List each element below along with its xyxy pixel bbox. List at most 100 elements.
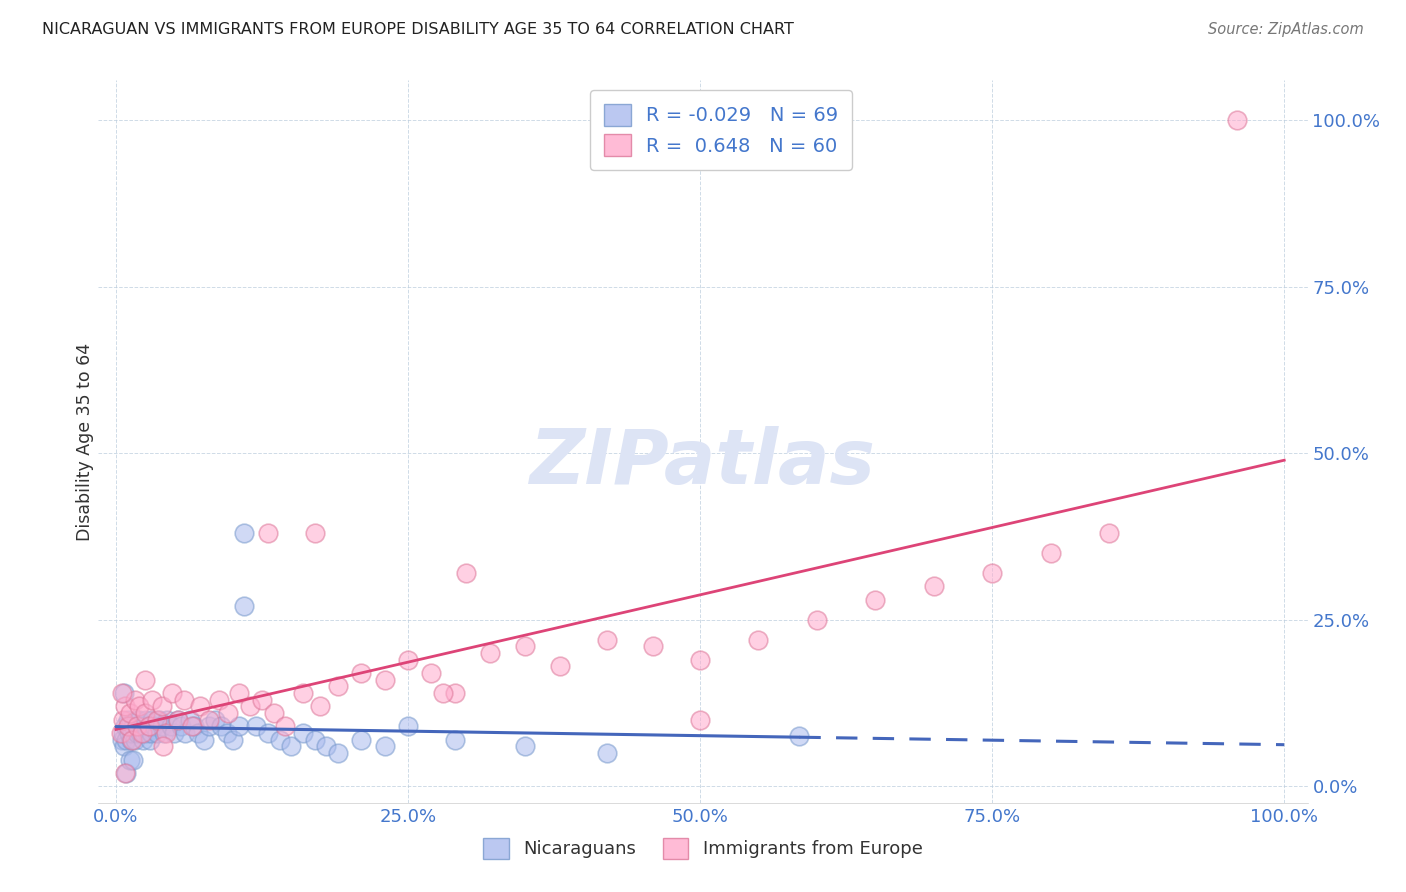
- Point: [981, 566, 1004, 580]
- Point: [128, 699, 150, 714]
- Point: [170, 719, 193, 733]
- Y-axis label: Disability Age 35 to 64: Disability Age 35 to 64: [76, 343, 94, 541]
- Point: [150, 719, 173, 733]
- Point: [111, 686, 134, 700]
- Legend: Nicaraguans, Immigrants from Europe: Nicaraguans, Immigrants from Europe: [477, 830, 929, 866]
- Point: [115, 732, 138, 747]
- Point: [806, 613, 828, 627]
- Point: [208, 692, 231, 706]
- Point: [118, 752, 141, 766]
- Point: [150, 699, 173, 714]
- Point: [125, 713, 148, 727]
- Point: [139, 732, 162, 747]
- Point: [117, 713, 139, 727]
- Point: [122, 719, 145, 733]
- Point: [217, 706, 239, 720]
- Point: [183, 719, 205, 733]
- Point: [114, 719, 136, 733]
- Point: [141, 692, 163, 706]
- Point: [134, 706, 156, 720]
- Point: [233, 526, 256, 541]
- Point: [152, 739, 174, 754]
- Point: [595, 746, 617, 760]
- Point: [309, 699, 332, 714]
- Point: [478, 646, 501, 660]
- Point: [513, 640, 536, 654]
- Point: [304, 732, 326, 747]
- Point: [125, 726, 148, 740]
- Point: [163, 726, 186, 740]
- Point: [148, 713, 170, 727]
- Point: [122, 752, 145, 766]
- Point: [456, 566, 478, 580]
- Point: [193, 732, 215, 747]
- Point: [198, 719, 221, 733]
- Point: [747, 632, 769, 647]
- Point: [1098, 526, 1121, 541]
- Point: [120, 732, 142, 747]
- Point: [173, 692, 195, 706]
- Point: [132, 726, 155, 740]
- Point: [513, 739, 536, 754]
- Point: [131, 719, 153, 733]
- Point: [326, 679, 349, 693]
- Point: [117, 719, 139, 733]
- Point: [228, 719, 250, 733]
- Point: [256, 726, 278, 740]
- Point: [1039, 546, 1062, 560]
- Point: [138, 719, 160, 733]
- Point: [188, 699, 211, 714]
- Point: [215, 726, 238, 740]
- Point: [374, 739, 396, 754]
- Point: [643, 640, 665, 654]
- Point: [304, 526, 326, 541]
- Point: [129, 726, 152, 740]
- Point: [256, 526, 278, 541]
- Point: [131, 726, 153, 740]
- Point: [128, 713, 150, 727]
- Point: [865, 592, 887, 607]
- Point: [689, 652, 711, 666]
- Point: [112, 739, 135, 754]
- Point: [139, 726, 162, 740]
- Point: [280, 739, 302, 754]
- Point: [173, 726, 195, 740]
- Point: [179, 713, 201, 727]
- Point: [112, 686, 135, 700]
- Point: [1226, 113, 1249, 128]
- Point: [374, 673, 396, 687]
- Point: [141, 713, 163, 727]
- Point: [118, 726, 141, 740]
- Point: [396, 652, 419, 666]
- Point: [789, 729, 811, 743]
- Point: [548, 659, 571, 673]
- Point: [209, 719, 232, 733]
- Point: [121, 726, 143, 740]
- Point: [274, 719, 297, 733]
- Point: [396, 719, 419, 733]
- Point: [291, 726, 314, 740]
- Point: [111, 732, 134, 747]
- Point: [263, 706, 285, 720]
- Point: [146, 726, 169, 740]
- Point: [124, 732, 146, 747]
- Text: Source: ZipAtlas.com: Source: ZipAtlas.com: [1208, 22, 1364, 37]
- Point: [245, 719, 267, 733]
- Point: [315, 739, 337, 754]
- Point: [187, 726, 209, 740]
- Point: [135, 713, 157, 727]
- Point: [443, 686, 465, 700]
- Point: [114, 699, 136, 714]
- Point: [136, 726, 159, 740]
- Point: [156, 713, 179, 727]
- Point: [155, 726, 177, 740]
- Point: [291, 686, 314, 700]
- Point: [121, 732, 143, 747]
- Point: [198, 713, 221, 727]
- Point: [922, 579, 945, 593]
- Point: [167, 713, 190, 727]
- Point: [110, 726, 132, 740]
- Point: [595, 632, 617, 647]
- Point: [125, 719, 148, 733]
- Point: [143, 719, 166, 733]
